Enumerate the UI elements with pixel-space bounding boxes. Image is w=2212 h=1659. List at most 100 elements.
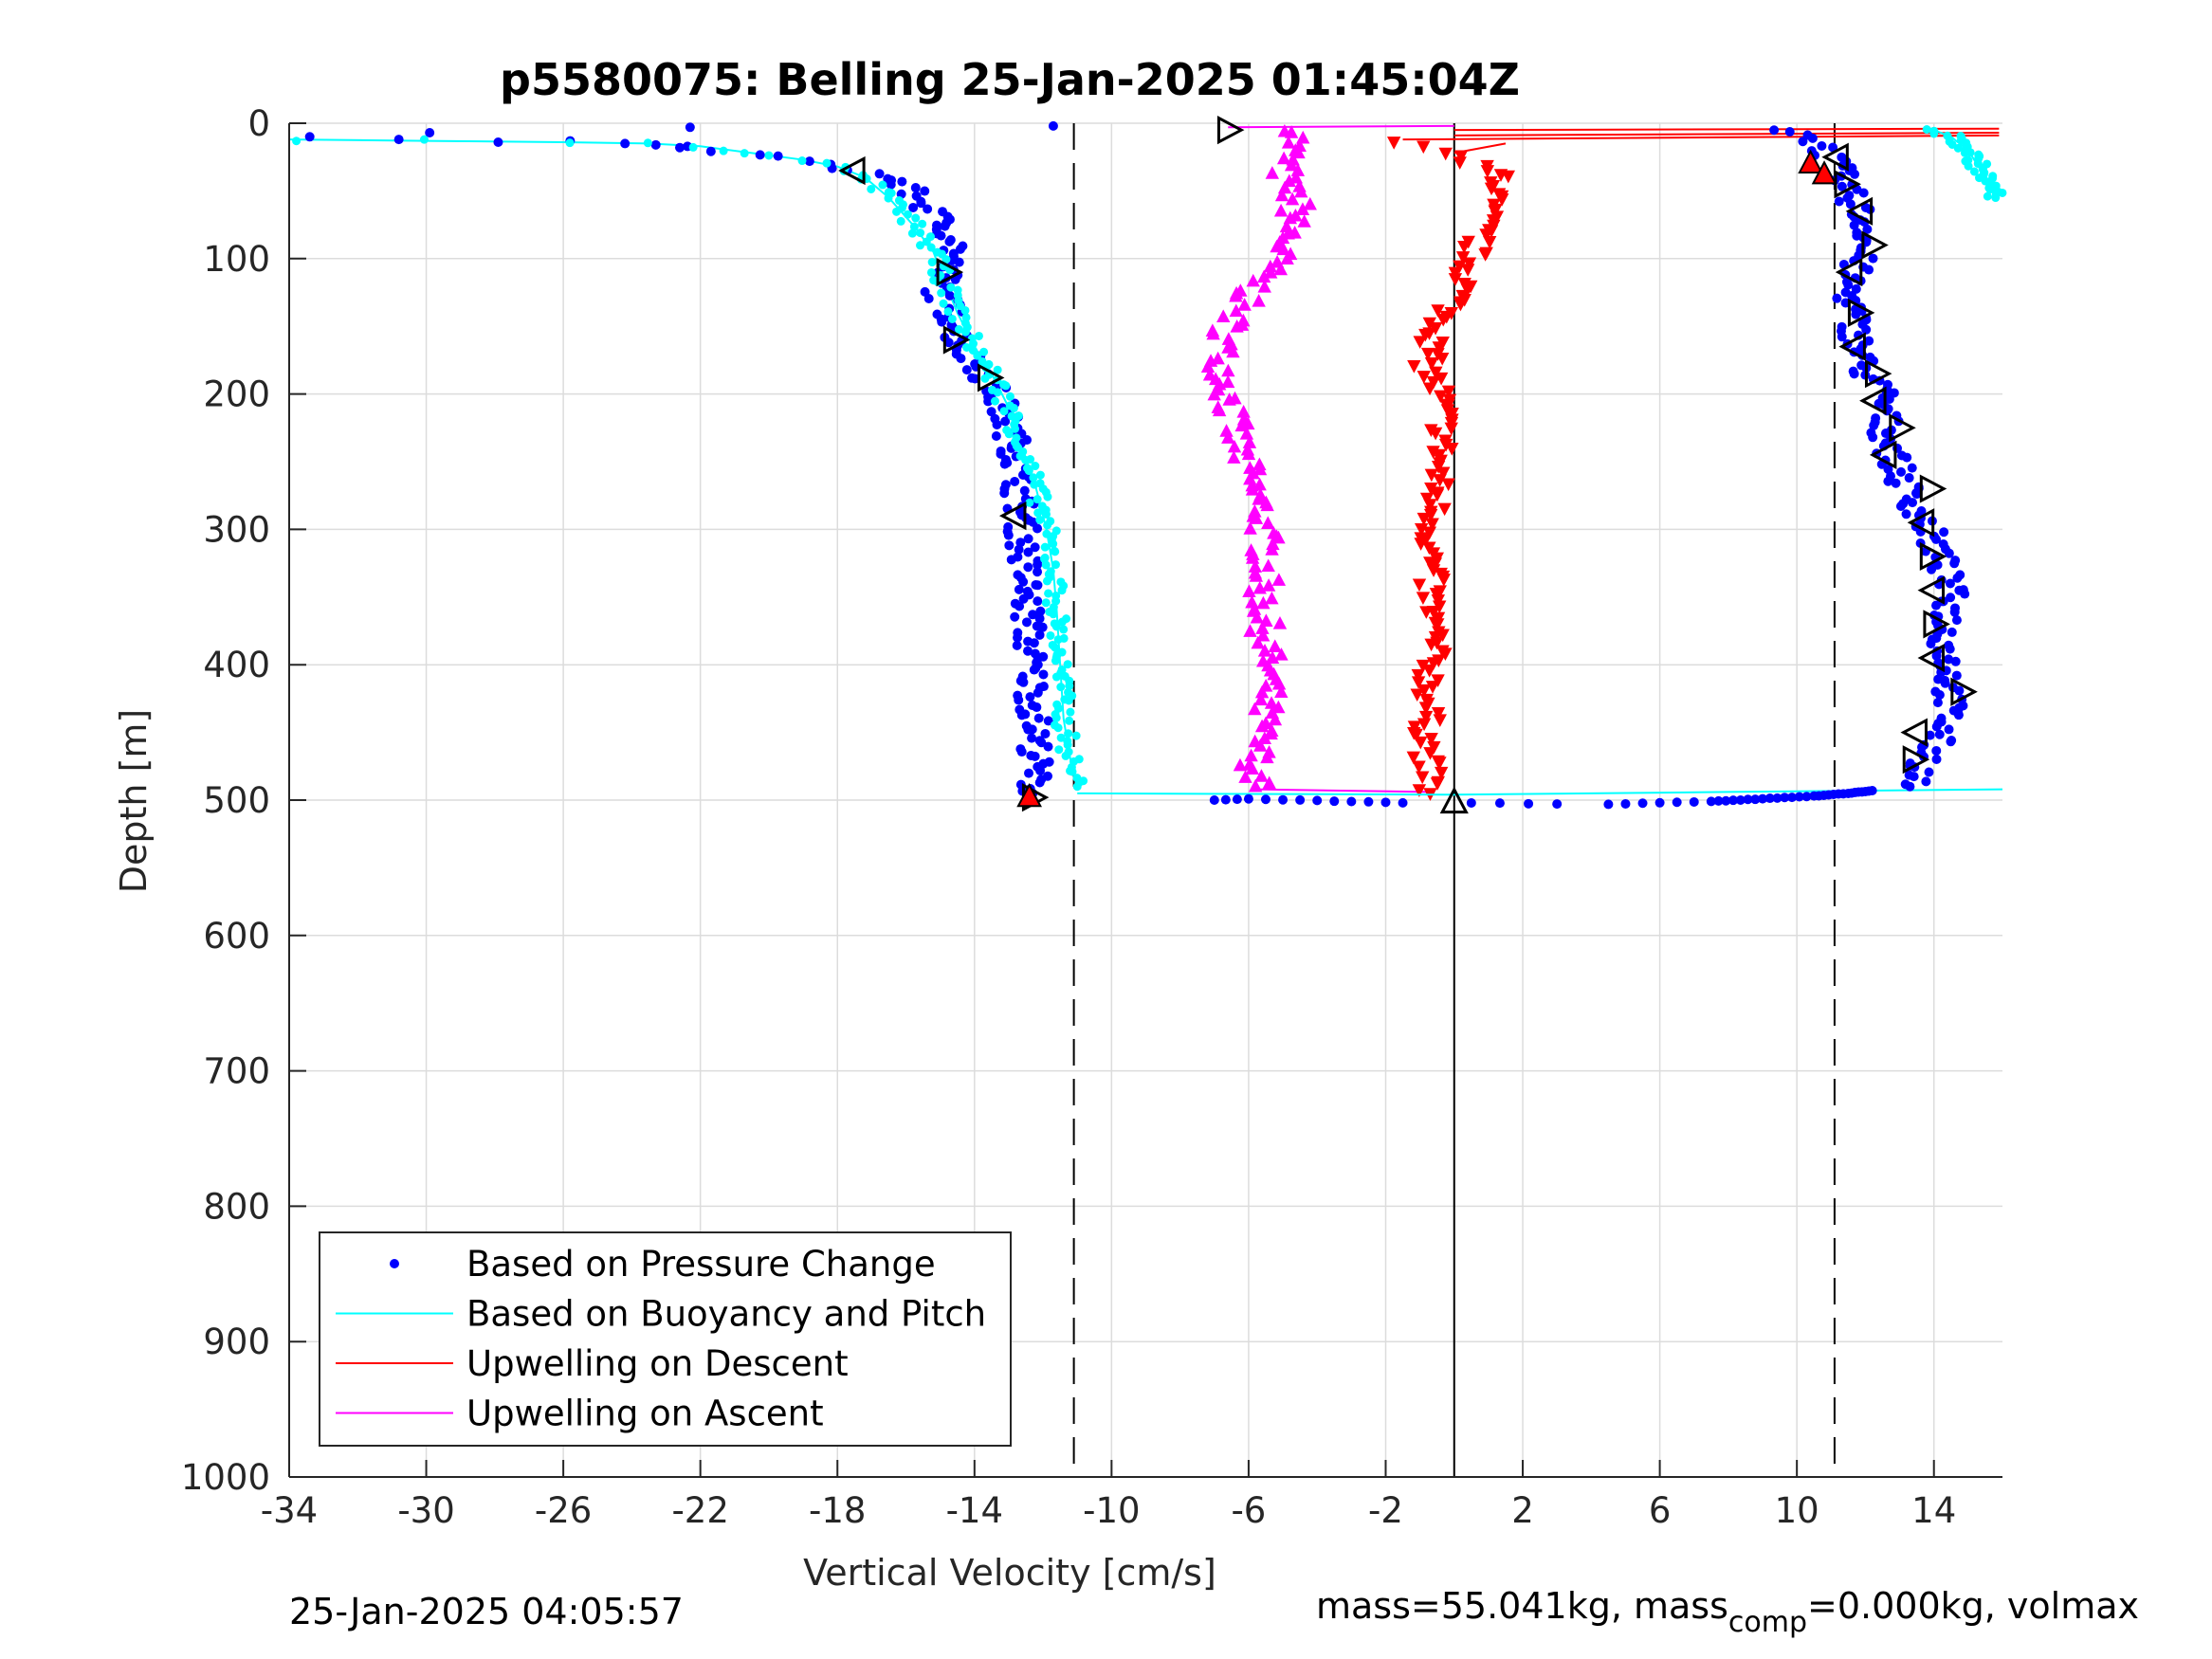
- pressure-descent-dot: [1018, 593, 1029, 604]
- pressure-transition-dot: [1728, 795, 1739, 806]
- red-marker: [1016, 783, 1042, 808]
- chart-title: p5580075: Belling 25-Jan-2025 01:45:04Z: [500, 54, 1520, 105]
- buoyancy-descent-dot: [1054, 745, 1064, 755]
- buoyancy-descent-dot: [927, 258, 937, 267]
- ascent-marker: [1902, 745, 1930, 775]
- pressure-descent-dot: [955, 244, 965, 254]
- upwelling-ascent-marker: [1279, 219, 1294, 233]
- buoyancy-descent-dot: [1030, 480, 1039, 489]
- upwelling-ascent-marker: [1274, 647, 1289, 661]
- pressure-descent-dot: [944, 290, 955, 301]
- pressure-descent-dot: [1033, 580, 1043, 591]
- pressure-ascent-dot: [1952, 573, 1963, 583]
- descent-marker: [838, 155, 866, 186]
- pressure-descent-dot: [1034, 629, 1045, 640]
- buoyancy-descent-dot: [1044, 589, 1053, 598]
- upwelling-ascent-marker: [1254, 684, 1270, 699]
- pressure-descent-dot: [650, 139, 661, 150]
- ascent-marker: [1864, 359, 1892, 389]
- upwelling-ascent-marker: [1219, 424, 1234, 437]
- upwelling-ascent-marker: [1252, 492, 1266, 505]
- pressure-descent-dot: [705, 146, 716, 156]
- pressure-ascent-dot: [1940, 678, 1950, 688]
- buoyancy-descent-dot: [1057, 586, 1067, 595]
- pressure-descent-dot: [1023, 547, 1033, 557]
- upwelling-descent-marker: [1411, 668, 1425, 683]
- y-tick-label: 400: [203, 645, 270, 685]
- upwelling-ascent-marker: [1221, 430, 1235, 444]
- upwelling-ascent-marker: [1238, 770, 1252, 783]
- upwelling-descent-marker: [1445, 443, 1459, 456]
- pressure-transition-dot: [1603, 799, 1614, 810]
- pressure-ascent-dot: [1954, 685, 1965, 696]
- upwelling-descent-marker: [1428, 427, 1443, 441]
- upwelling-ascent-marker: [1281, 136, 1296, 149]
- upwelling-descent-marker: [1428, 321, 1443, 336]
- buoyancy-descent-dot: [1065, 681, 1074, 690]
- buoyancy-descent-dot: [1051, 713, 1061, 722]
- upwelling-ascent-marker: [1271, 530, 1286, 544]
- ascent-marker: [1907, 508, 1935, 538]
- x-tick-label: -18: [809, 1490, 866, 1531]
- upwelling-ascent-marker: [1303, 196, 1317, 210]
- upwelling-ascent-marker: [1222, 392, 1236, 406]
- pressure-descent-dot: [1023, 562, 1033, 573]
- pressure-ascent-dot: [1951, 670, 1962, 681]
- upwelling-ascent-marker: [1261, 516, 1275, 529]
- x-tick-label: -30: [397, 1490, 454, 1531]
- upwelling-descent-marker: [1484, 182, 1499, 196]
- pressure-ascent-dot: [1909, 772, 1919, 782]
- buoyancy-descent-dot: [565, 138, 575, 148]
- buoyancy-descent-dot: [1051, 643, 1060, 652]
- buoyancy-descent-dot: [643, 138, 652, 148]
- upwelling-descent-marker: [1428, 557, 1442, 571]
- upwelling-ascent-marker: [1245, 482, 1260, 496]
- upwelling-descent-marker: [1430, 488, 1445, 502]
- upwelling-ascent-marker: [1252, 294, 1266, 307]
- pressure-ascent-dot: [1944, 548, 1954, 558]
- pressure-ascent-dot: [1946, 737, 1956, 747]
- pressure-descent-dot: [1030, 751, 1040, 761]
- buoyancy-descent-dot: [969, 339, 978, 349]
- buoyancy-descent-dot: [1033, 495, 1042, 504]
- upwelling-ascent-marker: [1227, 450, 1241, 464]
- pressure-transition-dot: [1706, 796, 1716, 807]
- pressure-ascent-dot: [1862, 224, 1873, 234]
- pressure-ascent-dot: [1869, 420, 1879, 430]
- buoyancy-surface-dot: [1953, 143, 1963, 153]
- ascent-marker: [1838, 332, 1866, 361]
- buoyancy-descent-dot: [740, 149, 749, 158]
- pressure-ascent-dot: [1934, 690, 1945, 701]
- buoyancy-descent-dot: [1035, 470, 1045, 480]
- pressure-descent-dot: [1033, 713, 1044, 723]
- x-tick-label: 2: [1511, 1490, 1534, 1531]
- upwelling-ascent-marker: [1297, 214, 1311, 228]
- buoyancy-descent-dot: [946, 283, 956, 292]
- upwelling-descent-marker: [1444, 422, 1458, 436]
- mass-info-main: mass=55.041kg, mass: [1316, 1585, 1728, 1627]
- pressure-ascent-dot: [1864, 264, 1874, 275]
- pressure-ascent-dot: [1843, 280, 1854, 290]
- pressure-ascent-dot: [1817, 140, 1827, 151]
- pressure-ascent-dot: [1945, 644, 1955, 654]
- upwelling-descent-marker: [1409, 728, 1423, 742]
- x-tick-label: -10: [1083, 1490, 1140, 1531]
- pressure-descent-dot: [923, 204, 933, 214]
- pressure-transition-dot: [1713, 795, 1724, 806]
- upwelling-ascent-marker: [1248, 702, 1262, 716]
- pressure-ascent-dot: [1798, 137, 1808, 147]
- pressure-ascent-dot: [1908, 498, 1918, 508]
- pressure-ascent-dot: [1924, 767, 1934, 777]
- pressure-transition-dot: [1552, 799, 1563, 810]
- upwelling-descent-marker: [1386, 137, 1401, 150]
- upwelling-descent-marker: [1431, 618, 1445, 631]
- buoyancy-descent-dot: [1064, 696, 1073, 705]
- pressure-ascent-dot: [1945, 578, 1955, 589]
- pressure-descent-dot: [1035, 765, 1046, 775]
- upwelling-descent-marker: [1422, 665, 1436, 678]
- pressure-descent-dot: [1000, 416, 1011, 427]
- upwelling-descent-marker: [1425, 518, 1439, 532]
- buoyancy-descent-dot: [1024, 466, 1033, 476]
- upwelling-ascent-marker: [1265, 650, 1280, 664]
- upwelling-descent-marker: [1438, 438, 1453, 452]
